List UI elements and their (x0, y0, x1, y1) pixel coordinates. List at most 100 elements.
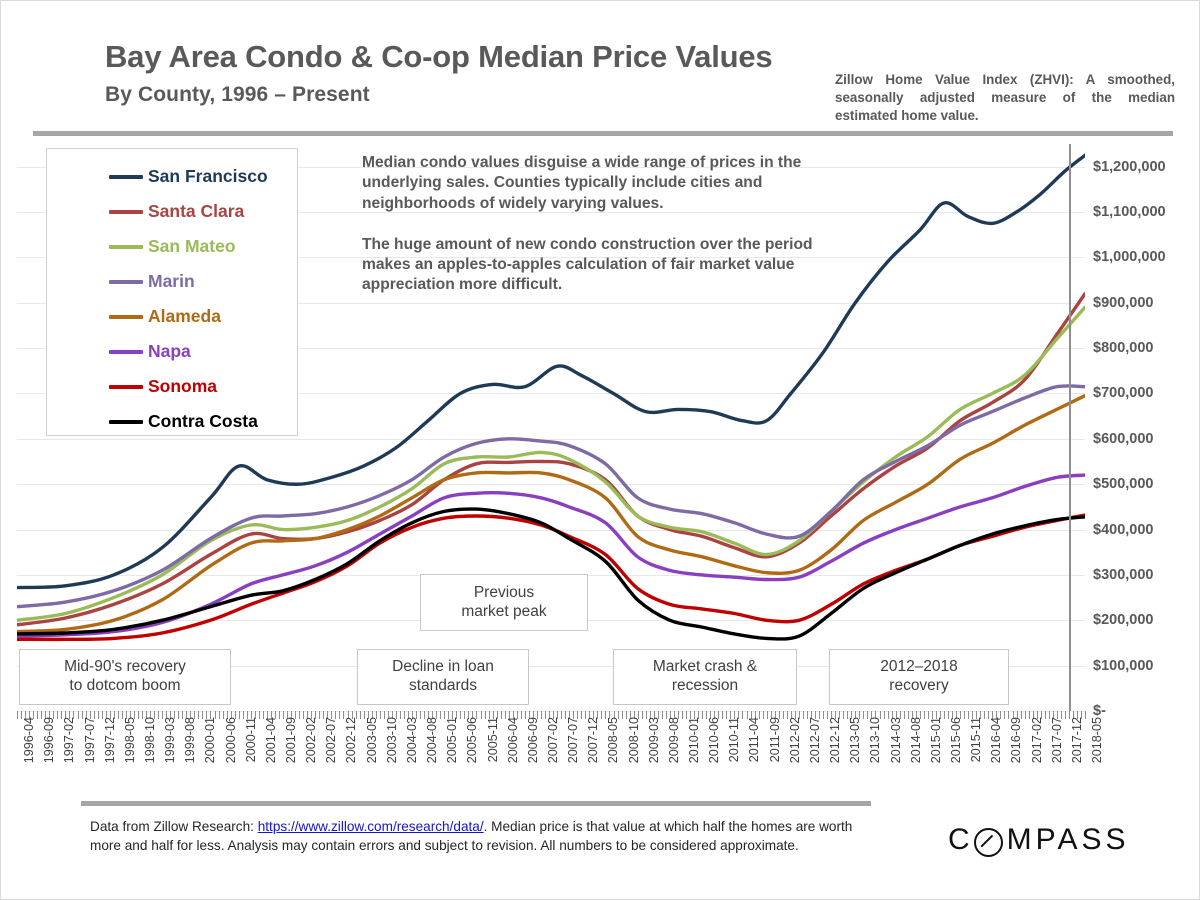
x-tick (379, 711, 381, 719)
x-tick (553, 711, 554, 719)
x-tick-label-19: 2004-03 (404, 717, 419, 764)
x-tick (907, 711, 909, 719)
x-tick (549, 711, 550, 719)
x-tick (992, 711, 994, 719)
legend-swatch-icon (109, 279, 143, 284)
x-tick (335, 711, 337, 719)
x-tick (194, 711, 196, 719)
x-tick (678, 711, 679, 719)
gridline (17, 348, 1085, 350)
x-tick (1016, 711, 1018, 719)
x-tick (303, 711, 305, 719)
x-tick (847, 711, 849, 719)
x-tick (883, 711, 885, 719)
x-tick (831, 711, 833, 719)
callout-line-2: recovery (889, 677, 949, 694)
x-tick (1040, 711, 1042, 719)
x-tick (984, 711, 986, 719)
x-tick (266, 711, 268, 719)
x-tick (629, 711, 631, 719)
gridline (17, 711, 1085, 712)
x-tick-label-3: 1997-07 (82, 717, 97, 764)
x-tick-label-13: 2001-09 (284, 717, 298, 764)
compass-letter-c: C (948, 823, 974, 856)
x-tick (960, 711, 962, 719)
x-tick (734, 711, 736, 719)
x-tick (621, 711, 623, 719)
x-tick (274, 711, 276, 719)
x-tick (53, 711, 55, 719)
x-tick (690, 711, 691, 719)
legend-item-san-francisco[interactable]: San Francisco (47, 159, 297, 194)
x-tick (468, 711, 470, 719)
x-tick (355, 711, 357, 719)
y-tick-label-1: $1,100,000 (1093, 204, 1166, 221)
y-tick-label-0: $1,200,000 (1093, 158, 1166, 175)
x-tick (154, 711, 155, 719)
callout-2012-2018-recovery: 2012–2018 recovery (829, 649, 1009, 705)
x-tick (218, 711, 220, 719)
x-tick (794, 711, 796, 719)
x-tick (206, 711, 208, 719)
x-tick-label-4: 1997-12 (102, 717, 117, 764)
x-tick (1028, 711, 1030, 719)
legend-swatch-icon (109, 244, 143, 249)
x-tick (117, 711, 119, 719)
x-tick-label-39: 2012-07 (807, 717, 822, 764)
x-tick (855, 711, 857, 719)
x-tick (968, 711, 970, 719)
x-tick (823, 711, 824, 719)
x-tick (492, 711, 494, 719)
x-tick (456, 711, 458, 719)
footer-tail: . Median price is that value at which ha… (90, 819, 853, 854)
series-line-san-mateo (17, 305, 1085, 622)
x-tick (1004, 711, 1006, 719)
x-tick-label-17: 2003-05 (364, 717, 379, 764)
x-tick (311, 711, 313, 719)
callout-line-1: Mid-90's recovery (64, 658, 186, 676)
x-tick (875, 711, 877, 719)
legend-item-santa-clara[interactable]: Santa Clara (47, 194, 297, 229)
x-tick (964, 711, 966, 719)
x-tick (57, 711, 59, 719)
x-tick (524, 711, 526, 719)
x-tick (976, 711, 978, 719)
legend-item-sonoma[interactable]: Sonoma (47, 369, 297, 404)
x-tick (25, 711, 27, 719)
chart-y-axis (1069, 144, 1071, 711)
zillow-data-link[interactable]: https://www.zillow.com/research/data/ (257, 819, 484, 834)
legend-item-marin[interactable]: Marin (47, 264, 297, 299)
page-title: Bay Area Condo & Co-op Median Price Valu… (105, 39, 773, 74)
x-tick (722, 711, 724, 719)
x-tick-label-1: 1996-09 (42, 717, 57, 764)
x-tick-label-30: 2008-10 (626, 717, 641, 764)
x-tick (557, 711, 558, 719)
legend-item-alameda[interactable]: Alameda (47, 299, 297, 334)
x-tick (262, 711, 264, 719)
x-tick (887, 711, 889, 719)
x-tick (234, 711, 236, 719)
x-tick (1064, 711, 1066, 719)
x-tick (516, 711, 518, 719)
x-tick (540, 711, 542, 719)
x-tick (367, 711, 369, 719)
x-tick (504, 711, 506, 719)
x-tick-label-49: 2016-09 (1009, 717, 1024, 764)
x-tick (97, 711, 99, 719)
x-tick (1056, 711, 1058, 719)
y-tick-label-9: $300,000 (1093, 566, 1154, 583)
x-tick-label-32: 2009-08 (666, 717, 681, 764)
x-tick-label-7: 1999-03 (163, 717, 178, 764)
x-tick (428, 711, 430, 719)
y-tick-label-5: $700,000 (1093, 385, 1154, 402)
x-tick (472, 711, 474, 719)
x-tick (315, 711, 317, 719)
x-tick (343, 711, 345, 719)
x-tick (867, 711, 869, 719)
x-tick (774, 711, 776, 719)
legend-item-napa[interactable]: Napa (47, 334, 297, 369)
x-tick (738, 711, 740, 719)
legend-item-contra-costa[interactable]: Contra Costa (47, 404, 297, 439)
x-tick (158, 711, 160, 719)
legend-item-san-mateo[interactable]: San Mateo (47, 229, 297, 264)
